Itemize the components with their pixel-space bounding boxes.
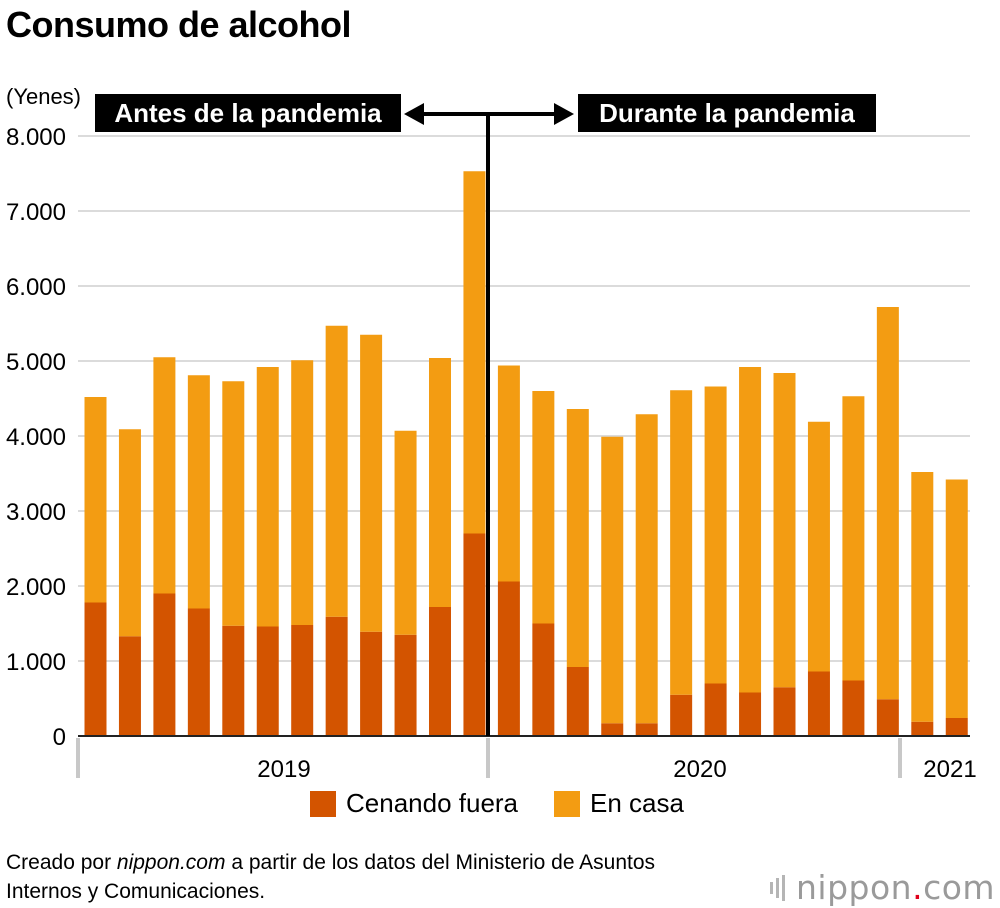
bar-at-home [739, 367, 762, 693]
legend: Cenando fuera En casa [310, 788, 720, 819]
bar-dining-out [704, 683, 727, 736]
nippon-logo: nippon. com [770, 868, 995, 907]
bar-at-home [807, 421, 830, 672]
logo-dot: . [912, 868, 924, 907]
bar-dining-out [394, 634, 417, 736]
y-tick-label: 5.000 [6, 349, 66, 376]
arrow-left-icon [404, 103, 424, 125]
bar-at-home [256, 367, 279, 627]
y-tick-label: 1.000 [6, 649, 66, 676]
bar-dining-out [256, 626, 279, 736]
bar-at-home [635, 414, 658, 724]
bar-dining-out [670, 694, 693, 736]
year-divider [76, 738, 80, 778]
y-tick-label: 6.000 [6, 274, 66, 301]
bar-at-home [360, 334, 383, 632]
year-divider [898, 738, 902, 778]
bar-at-home [773, 373, 796, 688]
bar-dining-out [497, 581, 520, 736]
bar-at-home [911, 472, 934, 722]
legend-item-dining-out: Cenando fuera [310, 788, 518, 819]
y-tick-label: 7.000 [6, 199, 66, 226]
label-box-during [578, 94, 876, 132]
bar-at-home [394, 430, 417, 635]
bar-at-home [601, 436, 624, 724]
bar-dining-out [463, 533, 486, 736]
year-divider [486, 738, 490, 778]
legend-swatch-at-home [554, 790, 581, 817]
pandemic-annotation: Antes de la pandemia Durante la pandemia [95, 94, 876, 736]
bar-dining-out [635, 723, 658, 736]
year-label: 2020 [673, 756, 726, 783]
legend-label-dining-out: Cenando fuera [346, 788, 519, 818]
y-tick-label: 2.000 [6, 574, 66, 601]
source-suffix: a partir de los datos del Ministerio de … [6, 851, 656, 903]
bar-dining-out [118, 636, 141, 736]
y-tick-label: 3.000 [6, 499, 66, 526]
bar-dining-out [325, 616, 348, 736]
logo-text: nippon [796, 868, 913, 907]
bar-at-home [566, 409, 589, 667]
bar-dining-out [842, 680, 865, 736]
bars [84, 171, 968, 736]
arrow-right-icon [554, 103, 574, 125]
bar-at-home [187, 375, 210, 609]
bar-dining-out [84, 602, 107, 736]
y-tick-label: 8.000 [6, 124, 66, 151]
bar-dining-out [601, 723, 624, 736]
bar-at-home [876, 307, 899, 700]
y-axis-unit-label: (Yenes) [6, 84, 82, 109]
year-label: 2019 [257, 756, 310, 783]
bar-at-home [704, 386, 727, 684]
legend-swatch-dining-out [310, 790, 336, 817]
bar-dining-out [222, 625, 245, 736]
legend-label-at-home: En casa [590, 788, 684, 818]
bar-dining-out [876, 699, 899, 736]
bar-dining-out [360, 631, 383, 736]
bar-at-home [291, 360, 314, 625]
bar-dining-out [911, 721, 934, 736]
logo-bars-icon [770, 874, 788, 901]
bar-at-home [842, 396, 865, 681]
bar-dining-out [566, 667, 589, 736]
x-axis: 2019 2020 2021 [76, 735, 977, 783]
source-site: nippon.com [116, 851, 226, 874]
source-prefix: Creado por [6, 851, 117, 874]
y-tick-label: 4.000 [6, 424, 66, 451]
logo-tld: com [923, 868, 996, 907]
bar-at-home [670, 390, 693, 695]
bar-dining-out [807, 671, 830, 736]
bar-at-home [118, 429, 141, 637]
bar-at-home [497, 365, 520, 582]
bar-at-home [222, 381, 245, 626]
year-label: 2021 [923, 756, 976, 783]
annotation-during: Durante la pandemia [599, 98, 855, 128]
bar-at-home [429, 358, 451, 607]
bar-at-home [325, 325, 348, 617]
legend-item-at-home: En casa [554, 788, 684, 819]
bar-dining-out [291, 625, 314, 736]
y-tick-label: 0 [53, 724, 66, 751]
bar-at-home [945, 479, 968, 718]
bar-at-home [84, 397, 107, 603]
annotation-before: Antes de la pandemia [114, 98, 382, 128]
bar-dining-out [429, 607, 451, 736]
source-note: Creado por nippon.com a partir de los da… [6, 848, 726, 906]
bar-dining-out [945, 718, 968, 736]
label-box-before [95, 94, 401, 132]
y-tick-labels: 0 1.000 2.000 3.000 4.000 5.000 6.000 7.000 8.00… [6, 124, 66, 751]
bar-dining-out [187, 608, 210, 736]
bar-dining-out [773, 687, 796, 736]
chart-title: Consumo de alcohol [6, 4, 352, 45]
bar-dining-out [153, 593, 176, 736]
gridlines [78, 135, 970, 662]
bar-dining-out [532, 623, 555, 736]
bar-dining-out [739, 692, 762, 736]
bar-at-home [463, 171, 486, 534]
bar-at-home [532, 391, 555, 624]
bar-at-home [153, 357, 176, 594]
